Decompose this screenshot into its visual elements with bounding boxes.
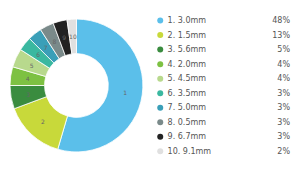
slice-label: 5 — [30, 62, 34, 69]
slice-label: 6 — [36, 51, 40, 58]
legend-value: 4% — [277, 74, 290, 83]
legend-swatch — [157, 148, 163, 154]
slice-label: 9 — [62, 34, 66, 41]
legend: 1. 3.0mm 48% 2. 1.5mm 13% 3. 5.6mm 5% 4. 2.0mm… — [157, 16, 290, 156]
legend-value: 3% — [277, 132, 290, 141]
slice-label: 1 — [123, 89, 127, 96]
donut — [10, 19, 143, 152]
legend-swatch — [157, 105, 163, 111]
legend-value: 3% — [277, 103, 290, 112]
legend-label: 7. 5.0mm — [168, 103, 207, 112]
legend-swatch — [157, 47, 163, 53]
legend-swatch — [157, 18, 163, 24]
legend-label: 4. 2.0mm — [168, 60, 207, 69]
legend-swatch — [157, 90, 163, 96]
legend-value: 5% — [277, 45, 290, 54]
slice-labels: 1 2 3 45678910 — [26, 33, 127, 125]
slice-label: 4 — [26, 75, 30, 82]
slice-label: 7 — [44, 44, 48, 51]
legend-label: 8. 0.5mm — [168, 118, 207, 127]
slice — [67, 19, 76, 54]
legend-label: 1. 3.0mm — [168, 16, 207, 25]
legend-swatch — [157, 32, 163, 38]
slice-label: 8 — [53, 38, 57, 45]
legend-label: 5. 4.5mm — [168, 74, 207, 83]
legend-value: 3% — [277, 118, 290, 127]
legend-value: 2% — [277, 147, 290, 156]
legend-swatch — [157, 76, 163, 82]
slice-label: 2 — [41, 118, 45, 125]
slice-label: 3 — [26, 91, 30, 98]
legend-value: 48% — [272, 16, 290, 25]
slice-label: 10 — [69, 33, 77, 40]
legend-value: 4% — [277, 60, 290, 69]
legend-label: 3. 5.6mm — [168, 45, 207, 54]
slice — [58, 19, 143, 152]
legend-value: 3% — [277, 89, 290, 98]
legend-swatch — [157, 61, 163, 67]
legend-label: 10. 9.1mm — [168, 147, 212, 156]
legend-swatch — [157, 119, 163, 125]
legend-label: 2. 1.5mm — [168, 31, 207, 40]
slice — [10, 86, 47, 109]
chart: 1 2 3 45678910 1. 3.0mm 48% 2. 1.5mm 13% 3. 5.6m… — [0, 0, 294, 171]
legend-value: 13% — [272, 31, 290, 40]
legend-label: 9. 6.7mm — [168, 132, 207, 141]
legend-label: 6. 3.5mm — [168, 89, 207, 98]
legend-swatch — [157, 134, 163, 140]
